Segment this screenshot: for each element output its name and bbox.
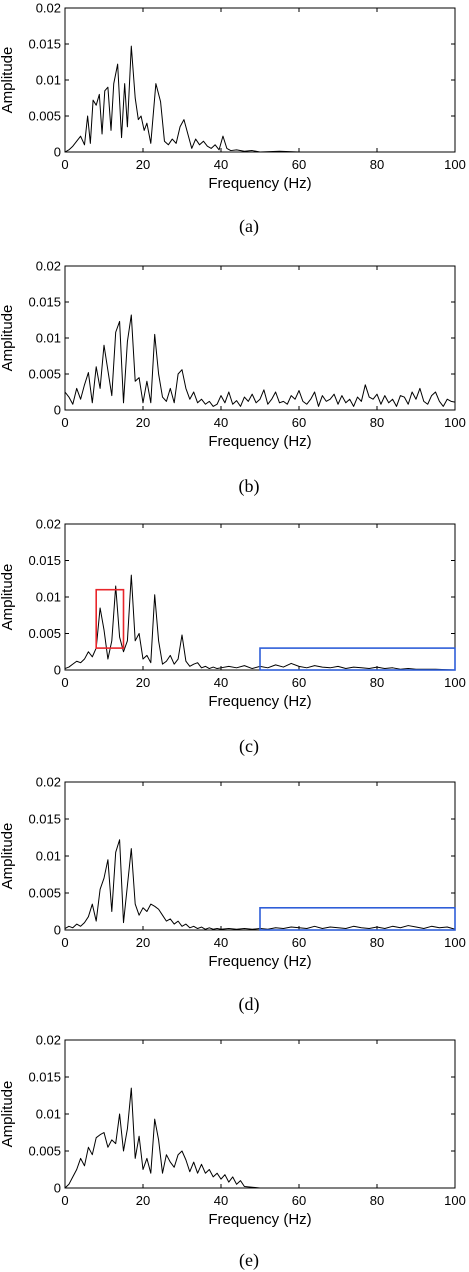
plot-area [64, 7, 456, 153]
chart-panel-2: 0 20 40 60 80 100 0 0.005 0.01 0.015 0.02 Frequency… [0, 259, 466, 498]
x-tick-label: 80 [370, 157, 384, 172]
y-axis-label: Amplitude [0, 564, 16, 631]
x-tick-label: 60 [292, 415, 306, 430]
y-tick-label: 0.015 [28, 1070, 61, 1085]
x-tick-label: 80 [370, 1193, 384, 1208]
y-axis-label: Amplitude [0, 305, 16, 372]
x-tick-label: 60 [292, 935, 306, 950]
x-tick-label: 100 [444, 675, 466, 690]
y-tick-label: 0 [54, 145, 61, 160]
y-axis-label: Amplitude [0, 47, 16, 114]
series-line [64, 839, 456, 930]
y-tick-label: 0.01 [36, 331, 61, 346]
y-tick-label: 0.005 [28, 1144, 61, 1159]
y-tick-label: 0.005 [28, 109, 61, 124]
x-tick-label: 60 [292, 157, 306, 172]
y-tick-label: 0 [54, 1181, 61, 1196]
x-tick-label: 80 [370, 935, 384, 950]
panel-caption: (e) [239, 1250, 259, 1271]
x-axis-label: Frequency (Hz) [208, 175, 311, 192]
x-tick-label: 0 [61, 157, 68, 172]
y-axis-label: Amplitude [0, 823, 16, 890]
y-tick-label: 0.01 [36, 849, 61, 864]
series-line [64, 574, 456, 671]
series-line [64, 45, 455, 153]
y-tick-label: 0.015 [28, 553, 61, 568]
y-tick-label: 0.005 [28, 367, 61, 382]
series-line [64, 314, 456, 407]
chart-panel-4: 0 20 40 60 80 100 0 0.005 0.01 0.015 0.02 Frequency… [0, 775, 466, 1016]
y-axis-label: Amplitude [0, 1081, 16, 1148]
highlight-box [259, 906, 456, 931]
x-tick-label: 40 [214, 675, 228, 690]
y-tick-label: 0.015 [28, 37, 61, 52]
y-tick-label: 0.015 [28, 295, 61, 310]
y-tick-label: 0 [54, 923, 61, 938]
x-tick-label: 80 [370, 675, 384, 690]
panel-caption: (c) [239, 736, 259, 757]
plot-area [64, 265, 456, 411]
x-tick-label: 100 [444, 415, 466, 430]
x-tick-label: 100 [444, 935, 466, 950]
x-axis-label: Frequency (Hz) [208, 1211, 311, 1228]
y-tick-label: 0.02 [36, 517, 61, 532]
y-tick-label: 0.02 [36, 775, 61, 790]
y-tick-label: 0 [54, 663, 61, 678]
x-tick-label: 40 [214, 935, 228, 950]
y-tick-label: 0.02 [36, 259, 61, 274]
x-tick-label: 40 [214, 1193, 228, 1208]
x-tick-label: 60 [292, 675, 306, 690]
x-axis-label: Frequency (Hz) [208, 693, 311, 710]
x-tick-label: 40 [214, 157, 228, 172]
x-axis-label: Frequency (Hz) [208, 953, 311, 970]
chart-panel-1: 0 20 40 60 80 100 0 0.005 0.01 0.015 0.02 Frequency… [0, 1, 466, 238]
chart-panel-5: 0 20 40 60 80 100 0 0.005 0.01 0.015 0.02 Frequency… [0, 1033, 466, 1272]
y-tick-label: 0.005 [28, 626, 61, 641]
panel-caption: (d) [239, 994, 260, 1015]
y-tick-label: 0.015 [28, 812, 61, 827]
y-tick-label: 0.02 [36, 1, 61, 16]
panel-caption: (a) [239, 216, 259, 237]
highlight-box [95, 588, 125, 649]
x-tick-label: 100 [444, 157, 466, 172]
chart-panel-3: 0 20 40 60 80 100 0 0.005 0.01 0.015 0.02 Frequency… [0, 517, 466, 758]
series-line [64, 1087, 455, 1189]
x-tick-label: 20 [136, 1193, 150, 1208]
y-tick-label: 0.01 [36, 73, 61, 88]
x-tick-label: 80 [370, 415, 384, 430]
x-tick-label: 40 [214, 415, 228, 430]
x-tick-label: 0 [61, 1193, 68, 1208]
x-tick-label: 0 [61, 935, 68, 950]
x-tick-label: 20 [136, 935, 150, 950]
x-tick-label: 60 [292, 1193, 306, 1208]
highlight-box [259, 647, 456, 671]
x-tick-label: 0 [61, 415, 68, 430]
y-tick-label: 0 [54, 403, 61, 418]
x-tick-label: 20 [136, 415, 150, 430]
x-tick-label: 0 [61, 675, 68, 690]
x-tick-label: 100 [444, 1193, 466, 1208]
x-tick-label: 20 [136, 157, 150, 172]
x-axis-label: Frequency (Hz) [208, 433, 311, 450]
y-tick-label: 0.02 [36, 1033, 61, 1048]
x-tick-label: 20 [136, 675, 150, 690]
y-tick-label: 0.01 [36, 1107, 61, 1122]
y-tick-label: 0.01 [36, 590, 61, 605]
y-tick-label: 0.005 [28, 886, 61, 901]
plot-area [64, 1039, 456, 1189]
panel-caption: (b) [239, 476, 260, 497]
